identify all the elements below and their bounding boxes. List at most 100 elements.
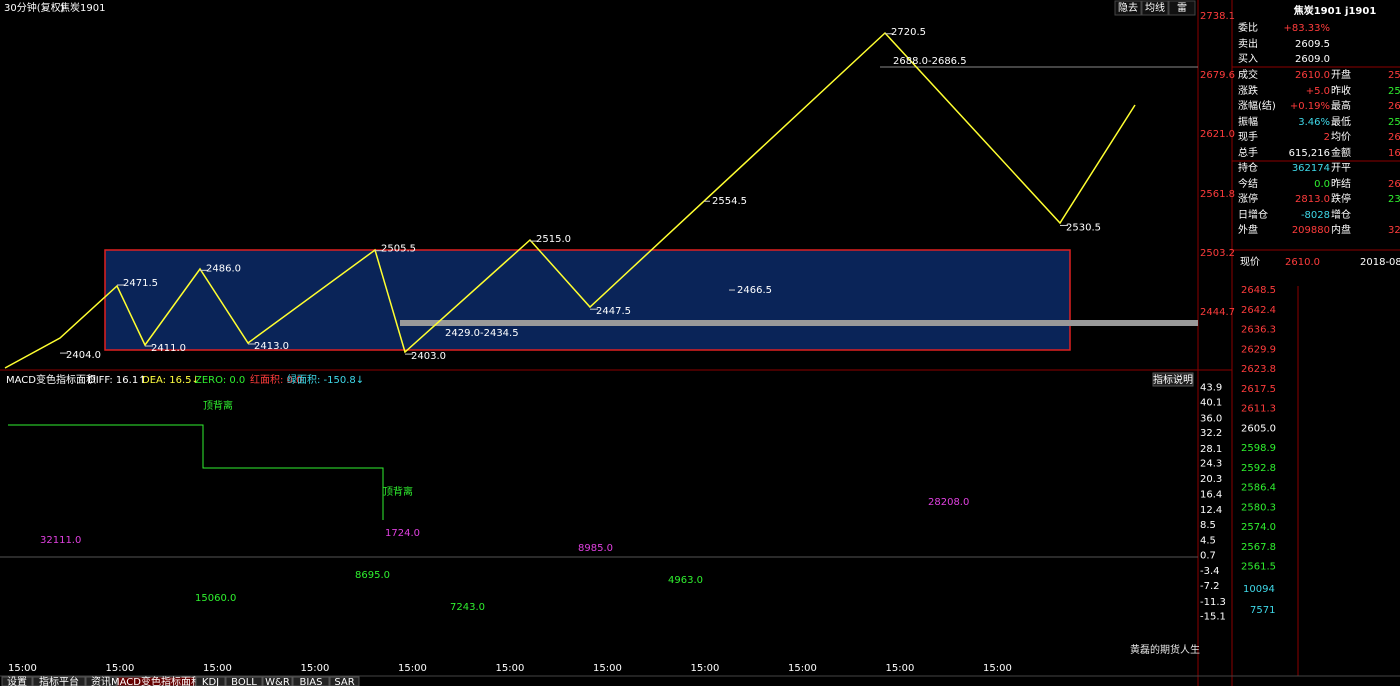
tab-label[interactable]: BOLL	[231, 677, 257, 686]
quote-value: 25	[1388, 70, 1400, 81]
help-button-label[interactable]: 指标说明	[1153, 373, 1193, 386]
pivot-label: 2505.5	[381, 244, 416, 255]
time-label: 15:00	[398, 663, 427, 674]
intraday-tick-label: 2592.8	[1241, 463, 1276, 474]
intraday-date: 2018-08-2	[1360, 257, 1400, 268]
price-tick-label: 2444.7	[1200, 307, 1235, 318]
area-label: 8695.0	[355, 570, 390, 581]
period-label: 30分钟(复权)	[4, 1, 65, 14]
quote-value: 26	[1388, 101, 1400, 112]
macd-tick-label: 4.5	[1200, 536, 1216, 547]
quote-value: 32	[1388, 225, 1400, 236]
tab[interactable]	[195, 676, 226, 686]
intraday-tick-label: 2586.4	[1241, 483, 1276, 494]
pivot-label: 2447.5	[596, 306, 631, 317]
header-button[interactable]	[1114, 0, 1142, 16]
tab[interactable]	[329, 676, 360, 686]
intraday-tick-label: 2611.3	[1241, 404, 1276, 415]
macd-header: 绿面积: -150.8↓	[287, 373, 364, 386]
tab-label[interactable]: KDJ	[202, 677, 219, 686]
range-label: 2429.0-2434.5	[445, 328, 519, 339]
quote-label: 卖出	[1238, 37, 1258, 50]
quote-label: 今结	[1238, 177, 1258, 190]
macd-tick-label: 40.1	[1200, 397, 1222, 408]
intraday-tick-label: 2642.4	[1241, 305, 1276, 316]
tab[interactable]	[116, 676, 196, 686]
time-label: 15:00	[983, 663, 1012, 674]
time-label: 15:00	[496, 663, 525, 674]
macd-tick-label: -11.3	[1200, 597, 1226, 608]
price-tick-label: 2738.1	[1200, 11, 1235, 22]
intraday-tick-label: 2629.9	[1241, 344, 1276, 355]
tab-label[interactable]: 资讯	[91, 676, 111, 686]
time-label: 15:00	[301, 663, 330, 674]
intraday-tick-label: 2580.3	[1241, 502, 1276, 513]
macd-tick-label: -15.1	[1200, 612, 1226, 623]
tab[interactable]	[1, 676, 33, 686]
help-button[interactable]	[1152, 372, 1194, 387]
area-label: 7243.0	[450, 602, 485, 613]
quote-value: +5.0	[1306, 86, 1330, 97]
intraday-tick-label: 2623.8	[1241, 364, 1276, 375]
quote-value: 2	[1324, 132, 1330, 143]
quote-label: 跌停	[1331, 192, 1351, 205]
tab-label[interactable]: 指标平台	[39, 675, 79, 686]
header-button-label[interactable]: 均线	[1145, 1, 1165, 14]
quote-value: 2609.0	[1295, 54, 1330, 65]
quote-value: 0.0	[1314, 179, 1330, 190]
macd-header: ZERO: 0.0	[195, 375, 245, 386]
intraday-tick-label: 2561.5	[1241, 562, 1276, 573]
macd-tick-label: 36.0	[1200, 413, 1222, 424]
header-button-label[interactable]: 雷	[1177, 2, 1187, 14]
tab-label[interactable]: BIAS	[300, 677, 323, 686]
macd-tick-label: 0.7	[1200, 550, 1216, 561]
intraday-tick-label: 2617.5	[1241, 384, 1276, 395]
quote-value: 160	[1388, 148, 1400, 159]
tab[interactable]	[262, 676, 293, 686]
intraday-tick-label: 2636.3	[1241, 325, 1276, 336]
macd-tick-label: -3.4	[1200, 566, 1220, 577]
quote-title: 焦炭1901 j1901	[1293, 4, 1377, 17]
quote-value: 362174	[1292, 163, 1330, 174]
quote-value: 23	[1388, 194, 1400, 205]
pivot-label: 2411.0	[151, 343, 186, 354]
quote-label: 开盘	[1331, 68, 1351, 81]
intraday-tick-label: 2567.8	[1241, 542, 1276, 553]
tab-label[interactable]: W&R	[265, 677, 290, 686]
quote-value: 25	[1388, 86, 1400, 97]
area-label: 15060.0	[195, 593, 236, 604]
price-tick-label: 2621.0	[1200, 129, 1235, 140]
consolidation-box	[104, 249, 1071, 351]
pivot-label: 2413.0	[254, 341, 289, 352]
time-label: 15:00	[886, 663, 915, 674]
quote-value: 2610.0	[1295, 70, 1330, 81]
time-label: 15:00	[593, 663, 622, 674]
tab-label[interactable]: 设置	[7, 676, 27, 686]
tab[interactable]	[85, 676, 117, 686]
pivot-label: 2486.0	[206, 263, 241, 274]
tab[interactable]	[32, 676, 86, 686]
intraday-price: 2610.0	[1285, 257, 1320, 268]
header-button[interactable]	[1168, 0, 1196, 16]
tab[interactable]	[292, 676, 330, 686]
support-band	[400, 320, 1198, 326]
macd-tick-label: 24.3	[1200, 459, 1222, 470]
area-label: 28208.0	[928, 497, 969, 508]
area-label: 1724.0	[385, 528, 420, 539]
intraday-tick-label: 2648.5	[1241, 285, 1276, 296]
header-button-label[interactable]: 隐去	[1118, 2, 1138, 14]
header-button[interactable]	[1141, 0, 1169, 16]
volume-label: 7571	[1250, 605, 1275, 616]
quote-label: 成交	[1238, 68, 1258, 81]
macd-tick-label: 12.4	[1200, 505, 1222, 516]
price-label: 2554.5	[712, 196, 747, 207]
tab[interactable]	[225, 676, 263, 686]
zigzag-line	[4, 31, 1136, 369]
quote-label: 最低	[1331, 115, 1351, 128]
divergence-label: 顶背离	[203, 399, 233, 412]
quote-value: 3.46%	[1298, 117, 1330, 128]
tab-label[interactable]: MACD变色指标面积	[111, 675, 201, 686]
tab-label[interactable]: SAR	[334, 677, 354, 686]
price-tick-label: 2503.2	[1200, 248, 1235, 259]
